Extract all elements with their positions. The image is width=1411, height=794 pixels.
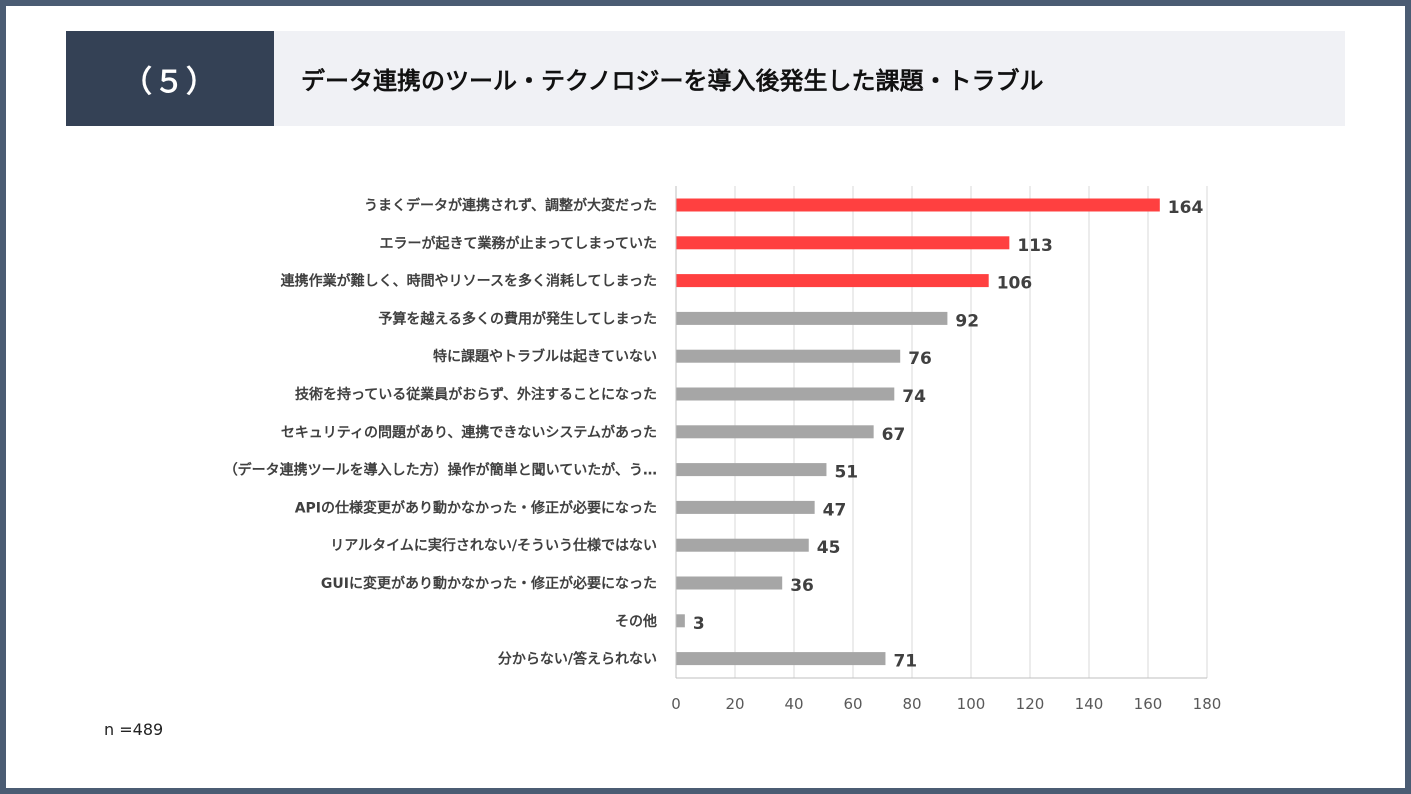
bar — [676, 274, 989, 288]
page-title: データ連携のツール・テクノロジーを導入後発生した課題・トラブル — [274, 31, 1345, 126]
bar — [676, 349, 901, 363]
category-label: 分からない/答えられない — [498, 651, 657, 668]
data-label: 51 — [834, 463, 858, 483]
data-label: 92 — [955, 311, 979, 331]
category-label: セキュリティの問題があり、連携できないシステムがあった — [281, 424, 657, 441]
category-label: うまくデータが連携されず、調整が大変だった — [364, 197, 657, 214]
category-label: その他 — [615, 613, 657, 630]
data-label: 3 — [693, 614, 705, 634]
sample-size-note: n =489 — [104, 720, 164, 739]
x-tick-label: 20 — [725, 695, 744, 713]
bar — [676, 198, 1160, 212]
x-tick-label: 40 — [784, 695, 803, 713]
bar — [676, 538, 809, 552]
bar — [676, 425, 874, 439]
category-label: リアルタイムに実行されない/そういう仕様ではない — [330, 537, 657, 554]
data-label: 36 — [790, 576, 814, 596]
category-label: APIの仕様変更があり動かなかった・修正が必要になった — [295, 499, 657, 516]
x-tick-label: 160 — [1134, 695, 1163, 713]
axes — [675, 186, 1207, 679]
bar — [676, 236, 1010, 250]
category-label: 技術を持っている従業員がおらず、外注することになった — [295, 386, 657, 403]
data-label: 113 — [1017, 236, 1053, 256]
data-label: 76 — [908, 349, 932, 369]
data-label: 164 — [1168, 198, 1204, 218]
category-label: エラーが起きて業務が止まってしまっていた — [380, 235, 657, 252]
bar — [676, 652, 886, 666]
category-label: 連携作業が難しく、時間やリソースを多く消耗してしまった — [281, 273, 657, 290]
x-tick-label: 0 — [671, 695, 681, 713]
bar — [676, 311, 948, 325]
data-label: 106 — [997, 274, 1032, 294]
bar — [676, 614, 685, 628]
bars — [676, 198, 1160, 666]
x-tick-label: 100 — [957, 695, 986, 713]
category-label: 予算を越える多くの費用が発生してしまった — [378, 310, 657, 327]
data-label: 47 — [823, 500, 847, 520]
x-tick-label: 120 — [1016, 695, 1045, 713]
category-label: GUIに変更があり動かなかった・修正が必要になった — [321, 575, 657, 592]
bar — [676, 500, 815, 514]
x-tick-label: 180 — [1193, 695, 1222, 713]
bar — [676, 387, 895, 401]
data-label: 45 — [817, 538, 841, 558]
data-label: 71 — [893, 652, 917, 672]
bar — [676, 463, 827, 477]
category-label: 特に課題やトラブルは起きていない — [433, 348, 657, 365]
data-label: 67 — [882, 425, 906, 445]
x-tick-label: 80 — [902, 695, 921, 713]
section-number: （５） — [66, 31, 274, 126]
data-label: 74 — [902, 387, 926, 407]
x-tick-label: 140 — [1075, 695, 1104, 713]
labels: 0 20 40 60 80 100 120 140 160 180 うまくデータが連携されず、調整が… — [224, 197, 1222, 713]
category-label: （データ連携ツールを導入した方）操作が簡単と聞いていたが、う… — [224, 462, 657, 479]
bar — [676, 576, 783, 590]
x-tick-label: 60 — [843, 695, 862, 713]
